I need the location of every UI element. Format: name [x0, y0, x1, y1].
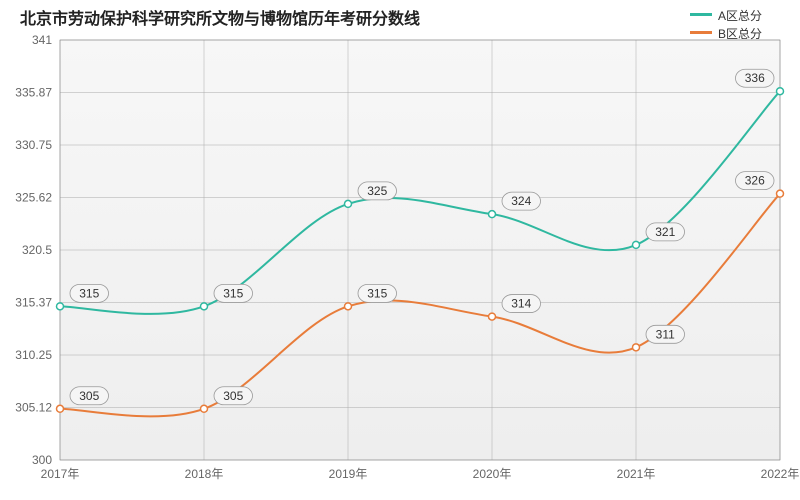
- data-label: 311: [656, 327, 675, 341]
- x-tick-label: 2021年: [617, 467, 656, 481]
- data-point: [201, 303, 208, 310]
- data-point: [777, 190, 784, 197]
- data-point: [201, 405, 208, 412]
- data-point: [57, 303, 64, 310]
- x-tick-label: 2020年: [473, 467, 512, 481]
- y-tick-label: 305.12: [15, 401, 52, 415]
- data-point: [57, 405, 64, 412]
- x-tick-label: 2018年: [185, 467, 224, 481]
- y-tick-label: 341: [32, 33, 52, 47]
- x-tick-label: 2017年: [41, 467, 80, 481]
- score-line-chart: 300 305.12 310.25 315.37 320.5 325.62 330.75 33…: [0, 0, 800, 500]
- y-tick-label: 315.37: [15, 296, 52, 310]
- y-tick-label: 320.5: [22, 243, 52, 257]
- x-tick-label: 2022年: [761, 467, 800, 481]
- data-label: 336: [745, 71, 765, 85]
- y-tick-label: 325.62: [15, 191, 52, 205]
- data-point: [633, 241, 640, 248]
- y-tick-label: 310.25: [15, 348, 52, 362]
- legend-label: A区总分: [718, 9, 762, 23]
- data-label: 315: [367, 286, 387, 300]
- x-tick-label: 2019年: [329, 467, 368, 481]
- data-label: 324: [511, 194, 531, 208]
- legend-marker: [690, 31, 712, 34]
- data-label: 314: [511, 297, 531, 311]
- data-label: 305: [79, 389, 99, 403]
- data-label: 315: [223, 286, 243, 300]
- data-point: [777, 88, 784, 95]
- data-point: [345, 200, 352, 207]
- legend-label: B区总分: [718, 27, 762, 41]
- data-point: [345, 303, 352, 310]
- y-tick-label: 330.75: [15, 138, 52, 152]
- data-label: 326: [745, 174, 765, 188]
- chart-title: 北京市劳动保护科学研究所文物与博物馆历年考研分数线: [20, 9, 420, 28]
- data-label: 315: [79, 286, 99, 300]
- data-point: [633, 344, 640, 351]
- data-point: [489, 211, 496, 218]
- y-tick-label: 335.87: [15, 86, 52, 100]
- y-tick-label: 300: [32, 453, 52, 467]
- legend-marker: [690, 13, 712, 16]
- data-point: [489, 313, 496, 320]
- data-label: 321: [655, 225, 675, 239]
- data-label: 325: [367, 184, 387, 198]
- data-label: 305: [223, 389, 243, 403]
